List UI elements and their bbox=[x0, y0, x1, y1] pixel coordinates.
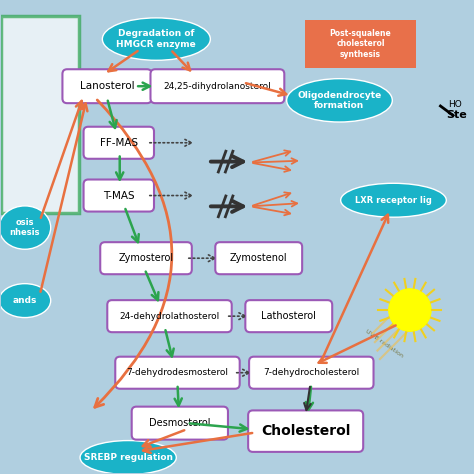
FancyBboxPatch shape bbox=[249, 357, 374, 389]
FancyBboxPatch shape bbox=[107, 300, 232, 332]
FancyBboxPatch shape bbox=[132, 407, 228, 439]
Text: UV-B radiation: UV-B radiation bbox=[365, 329, 404, 359]
Ellipse shape bbox=[102, 18, 210, 60]
Text: FF-MAS: FF-MAS bbox=[100, 138, 138, 148]
FancyBboxPatch shape bbox=[246, 300, 332, 332]
Ellipse shape bbox=[80, 440, 176, 474]
FancyBboxPatch shape bbox=[150, 69, 284, 103]
Text: HO: HO bbox=[448, 100, 462, 109]
Ellipse shape bbox=[0, 283, 51, 318]
Circle shape bbox=[389, 289, 431, 331]
FancyBboxPatch shape bbox=[83, 180, 154, 211]
Text: Oligodendrocyte
formation: Oligodendrocyte formation bbox=[297, 91, 382, 110]
FancyBboxPatch shape bbox=[115, 357, 240, 389]
FancyBboxPatch shape bbox=[1, 16, 79, 213]
Text: Cholesterol: Cholesterol bbox=[261, 424, 350, 438]
Text: ands: ands bbox=[13, 296, 37, 305]
FancyBboxPatch shape bbox=[100, 242, 192, 274]
FancyBboxPatch shape bbox=[63, 69, 152, 103]
Text: Desmosterol: Desmosterol bbox=[149, 418, 210, 428]
Text: 7-dehydrocholesterol: 7-dehydrocholesterol bbox=[263, 368, 359, 377]
Text: 7-dehydrodesmosterol: 7-dehydrodesmosterol bbox=[127, 368, 228, 377]
Text: Ste: Ste bbox=[447, 110, 467, 120]
FancyBboxPatch shape bbox=[215, 242, 302, 274]
Text: Lanosterol: Lanosterol bbox=[80, 81, 134, 91]
Text: Lathosterol: Lathosterol bbox=[261, 311, 316, 321]
Ellipse shape bbox=[341, 183, 447, 217]
FancyBboxPatch shape bbox=[305, 20, 416, 68]
Text: SREBP regulation: SREBP regulation bbox=[84, 453, 173, 462]
Ellipse shape bbox=[0, 206, 51, 249]
Text: Zymostenol: Zymostenol bbox=[230, 253, 288, 263]
FancyBboxPatch shape bbox=[248, 410, 363, 452]
Text: 24,25-dihydrolanosterol: 24,25-dihydrolanosterol bbox=[164, 82, 271, 91]
Text: LXR receptor lig: LXR receptor lig bbox=[355, 196, 432, 205]
Text: 24-dehydrolathosterol: 24-dehydrolathosterol bbox=[119, 312, 219, 321]
Text: Post-squalene
cholesterol
synthesis: Post-squalene cholesterol synthesis bbox=[330, 29, 392, 59]
Text: T-MAS: T-MAS bbox=[103, 191, 135, 201]
Text: osis
nhesis: osis nhesis bbox=[9, 218, 40, 237]
FancyBboxPatch shape bbox=[83, 127, 154, 159]
Ellipse shape bbox=[287, 79, 392, 122]
Text: Degradation of
HMGCR enzyme: Degradation of HMGCR enzyme bbox=[117, 29, 196, 49]
Text: Zymosterol: Zymosterol bbox=[118, 253, 173, 263]
